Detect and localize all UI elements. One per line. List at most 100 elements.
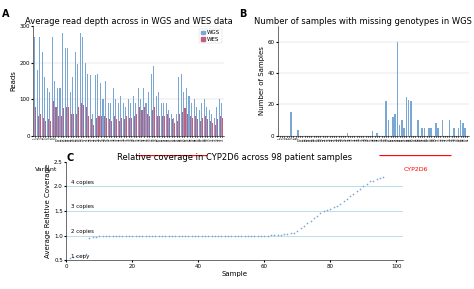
Point — [317, 211, 324, 216]
Point — [327, 206, 334, 211]
Bar — [36, 70, 38, 136]
Point — [214, 233, 222, 238]
Bar — [290, 112, 292, 136]
Point — [82, 251, 90, 256]
Bar — [457, 128, 459, 136]
Point — [172, 233, 179, 238]
Bar — [199, 110, 200, 136]
Bar — [106, 118, 107, 136]
Point — [320, 209, 328, 213]
Bar — [421, 128, 423, 136]
Bar — [176, 114, 177, 136]
Bar — [204, 99, 205, 136]
Bar — [153, 66, 154, 136]
Point — [346, 194, 354, 199]
Bar — [92, 114, 93, 136]
Bar — [453, 128, 455, 136]
Point — [155, 233, 163, 238]
Bar — [410, 101, 412, 136]
Bar — [85, 63, 86, 136]
Bar — [149, 116, 150, 136]
Bar — [83, 105, 84, 136]
Point — [237, 233, 245, 238]
Text: Variant: Variant — [280, 166, 302, 172]
Bar — [172, 119, 173, 136]
Point — [132, 233, 139, 238]
Bar — [99, 116, 100, 136]
Point — [109, 233, 116, 238]
Point — [158, 233, 166, 238]
Bar — [121, 118, 122, 136]
Bar — [186, 88, 187, 136]
Text: Variant: Variant — [35, 166, 57, 172]
Point — [145, 233, 153, 238]
Point — [379, 174, 387, 179]
Legend: WGS, WES: WGS, WES — [199, 29, 222, 43]
Point — [234, 233, 242, 238]
Bar — [438, 128, 439, 136]
Bar — [90, 75, 91, 136]
Point — [73, 254, 80, 258]
Bar — [73, 114, 74, 136]
Bar — [108, 103, 109, 136]
Bar — [65, 107, 67, 136]
Bar — [435, 123, 437, 136]
Bar — [58, 116, 59, 136]
Point — [86, 236, 93, 240]
Text: CYP2D6: CYP2D6 — [403, 166, 428, 172]
Bar — [81, 103, 82, 136]
Bar — [97, 74, 99, 136]
Point — [201, 233, 209, 238]
Bar — [47, 88, 48, 136]
Point — [112, 233, 119, 238]
Point — [261, 233, 268, 238]
Bar — [193, 99, 195, 136]
Bar — [167, 114, 168, 136]
Bar — [430, 128, 432, 136]
Bar — [195, 116, 196, 136]
Point — [283, 231, 291, 236]
Bar — [134, 116, 135, 136]
Point — [310, 216, 318, 221]
Point — [218, 233, 225, 238]
Point — [343, 197, 351, 201]
Bar — [146, 114, 147, 136]
Text: B: B — [239, 9, 247, 19]
Bar — [101, 116, 102, 136]
Point — [188, 233, 196, 238]
Bar — [189, 96, 190, 136]
Bar — [116, 119, 117, 136]
Bar — [183, 92, 184, 136]
Bar — [68, 107, 69, 136]
Title: Average read depth across in WGS and WES data: Average read depth across in WGS and WES… — [25, 17, 233, 26]
Bar — [77, 64, 78, 136]
Bar — [74, 52, 76, 136]
Bar — [152, 110, 153, 136]
Title: Relative coverage in CYP2D6 across 98 patient samples: Relative coverage in CYP2D6 across 98 pa… — [117, 153, 352, 162]
Point — [66, 255, 73, 260]
Bar — [209, 110, 210, 136]
Bar — [202, 118, 203, 136]
Bar — [201, 103, 202, 136]
Bar — [220, 116, 221, 136]
Bar — [110, 103, 111, 136]
Point — [280, 232, 288, 236]
Point — [142, 233, 149, 238]
Bar — [70, 92, 71, 136]
Y-axis label: Reads: Reads — [10, 71, 17, 91]
Point — [359, 184, 367, 189]
Point — [89, 235, 97, 239]
Bar — [212, 123, 213, 136]
Bar — [465, 128, 466, 136]
Bar — [140, 99, 141, 136]
Bar — [55, 107, 56, 136]
Bar — [417, 120, 419, 136]
Point — [271, 233, 278, 237]
Bar — [48, 119, 49, 136]
Point — [224, 233, 232, 238]
Bar — [297, 129, 299, 136]
Point — [247, 233, 255, 238]
Bar — [180, 114, 181, 136]
Point — [277, 232, 284, 237]
Bar — [136, 103, 137, 136]
